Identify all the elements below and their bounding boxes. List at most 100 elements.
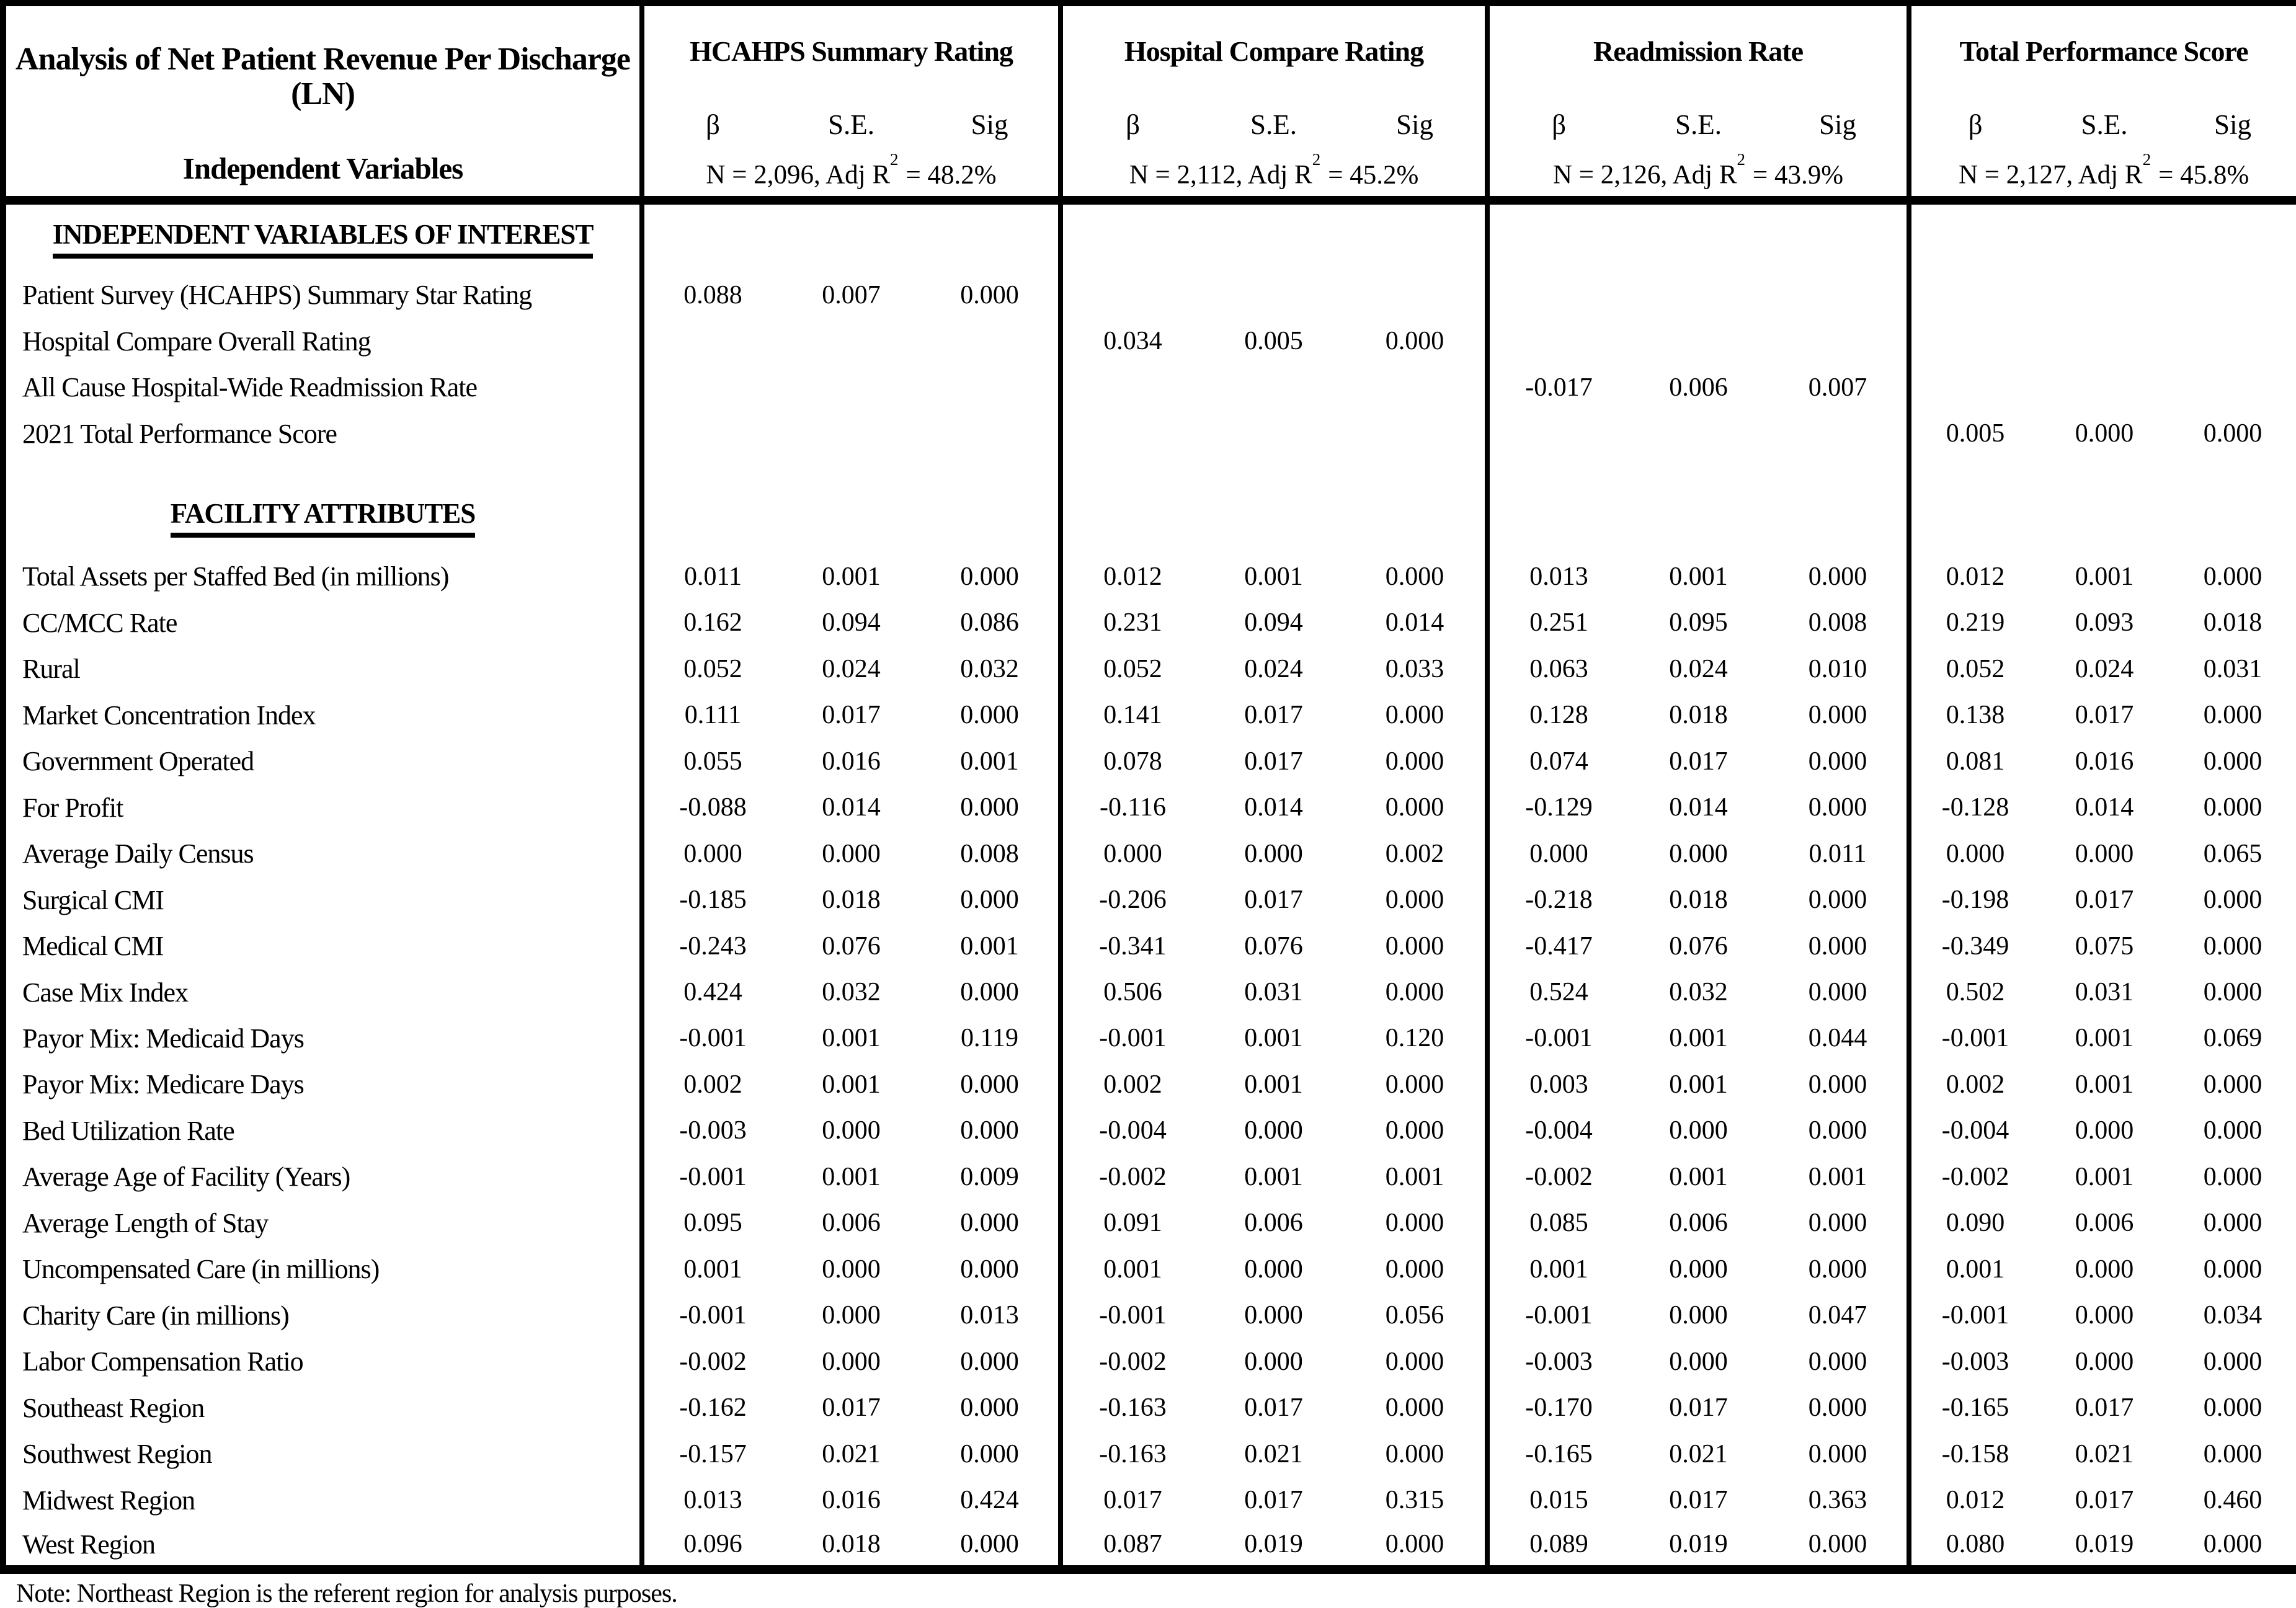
cell-beta [639, 364, 781, 411]
cell-sig: 0.007 [1808, 373, 1867, 402]
cell-beta: 0.012 [1058, 553, 1203, 600]
cell-sig [2169, 365, 2296, 411]
cell-se [781, 200, 921, 272]
cell-sig: 0.120 [1385, 1024, 1444, 1053]
cell-se: 0.000 [822, 1347, 881, 1376]
row-label: Average Age of Facility (Years) [22, 1162, 350, 1193]
row-label: Payor Mix: Medicare Days [22, 1069, 305, 1100]
cell-beta [1058, 364, 1203, 411]
cell-se: 0.017 [2075, 701, 2134, 730]
cell-se [1203, 365, 1345, 411]
cell-se [2039, 457, 2169, 482]
cell-beta: 0.055 [639, 738, 781, 784]
cell-se [1203, 411, 1345, 456]
table-row: CC/MCC Rate 0.162 0.094 0.086 0.231 0.094 0.01… [3, 600, 2296, 646]
cell-beta: -0.128 [1907, 784, 2040, 831]
group-title-row: Analysis of Net Patient Revenue Per Disc… [3, 3, 2296, 205]
cell-sig: 0.000 [1385, 1347, 1444, 1376]
cell-se: 0.000 [822, 1116, 881, 1145]
cell-sig: 0.000 [960, 701, 1019, 730]
cell-se: 0.094 [822, 608, 881, 637]
cell-se: 0.000 [1244, 839, 1303, 868]
table-row: Hospital Compare Overall Rating 0.034 0.00… [3, 318, 2296, 365]
cell-sig: 0.000 [960, 1070, 1019, 1099]
cell-sig: 0.000 [2203, 1255, 2263, 1284]
cell-sig [2169, 457, 2296, 482]
cell-beta: 0.002 [1058, 1061, 1203, 1108]
cell-beta: 0.096 [639, 1523, 781, 1570]
group-title: Hospital Compare Rating [1058, 3, 1488, 96]
row-label: 2021 Total Performance Score [22, 418, 337, 449]
cell-se: 0.006 [2075, 1209, 2134, 1238]
cell-beta: 0.034 [1058, 318, 1203, 365]
cell-se: 0.024 [1244, 654, 1303, 683]
table-row: For Profit -0.088 0.014 0.000 -0.116 0.014 0.0… [3, 784, 2296, 831]
cell-sig [1769, 482, 1909, 554]
cell-sig: 0.008 [1808, 608, 1867, 637]
cell-beta: -0.001 [1907, 1015, 2040, 1062]
cell-sig: 0.000 [1808, 793, 1867, 822]
cell-beta [1485, 481, 1629, 554]
cell-se: 0.018 [822, 1530, 881, 1559]
cell-beta [639, 481, 781, 554]
cell-beta: 0.524 [1485, 969, 1629, 1016]
adj-r-squared-value: = 43.9% [1753, 160, 1844, 190]
cell-sig [1769, 457, 1909, 482]
table-row: Charity Care (in millions) -0.001 0.000 0.0… [3, 1292, 2296, 1339]
adj-r-squared-value: = 45.8% [2158, 160, 2249, 190]
cell-sig: 0.000 [1385, 978, 1444, 1007]
row-label: Uncompensated Care (in millions) [22, 1254, 380, 1285]
cell-se [781, 411, 921, 456]
cell-se: 0.006 [1669, 373, 1728, 402]
group-title: Readmission Rate [1485, 3, 1910, 96]
cell-se: 0.016 [822, 1486, 881, 1515]
cell-sig [1769, 272, 1909, 318]
cell-beta: -0.001 [1058, 1015, 1203, 1062]
cell-beta: 0.219 [1907, 600, 2040, 646]
row-label: Rural [22, 654, 81, 685]
n-adj-r-prefix: N = 2,096, Adj R [706, 160, 891, 190]
cell-se: 0.017 [1244, 1393, 1303, 1423]
table-row: Case Mix Index 0.424 0.032 0.000 0.506 0.031 0… [3, 969, 2296, 1016]
cell-sig: 0.001 [1385, 1162, 1444, 1191]
cell-sig: 0.002 [1385, 839, 1444, 868]
cell-sig: 0.000 [1385, 1439, 1444, 1468]
cell-se: 0.018 [1669, 886, 1728, 915]
cell-se [781, 457, 921, 482]
cell-sig: 0.000 [1808, 1255, 1867, 1284]
cell-sig: 0.000 [1808, 1070, 1867, 1099]
cell-beta [1485, 200, 1629, 272]
row-label: All Cause Hospital-Wide Readmission Rate [22, 372, 478, 403]
cell-se: 0.031 [2075, 978, 2134, 1007]
cell-se: 0.000 [2075, 1347, 2134, 1376]
cell-se: 0.076 [1669, 931, 1728, 961]
cell-beta [639, 318, 781, 365]
cell-se: 0.014 [2075, 793, 2134, 822]
table-row: Average Age of Facility (Years) -0.001 0.0… [3, 1153, 2296, 1201]
cell-se: 0.017 [1244, 747, 1303, 776]
table-row: Bed Utilization Rate -0.003 0.000 0.000 -0.0… [3, 1108, 2296, 1154]
cell-se: 0.006 [822, 1209, 881, 1238]
cell-sig: 0.000 [1808, 1393, 1867, 1423]
cell-beta: 0.000 [1058, 830, 1203, 877]
section-heading-cell: FACILITY ATTRIBUTES [3, 482, 642, 554]
cell-beta: -0.165 [1485, 1431, 1629, 1477]
table-row: Medical CMI -0.243 0.076 0.001 -0.341 0.076 0.… [3, 923, 2296, 969]
cell-beta [639, 200, 781, 272]
cell-beta: 0.087 [1058, 1523, 1203, 1570]
cell-beta: -0.004 [1485, 1108, 1629, 1154]
model-stats: N = 2,096, Adj R2 = 48.2% [639, 153, 1061, 205]
cell-se: 0.021 [822, 1439, 881, 1468]
column-header-sig: Sig [2214, 109, 2252, 140]
cell-se: 0.021 [1244, 1439, 1303, 1468]
cell-beta: -0.003 [639, 1108, 781, 1154]
cell-beta [1058, 411, 1203, 457]
cell-beta: 0.231 [1058, 600, 1203, 646]
table-row: Surgical CMI -0.185 0.018 0.000 -0.206 0.017 0… [3, 876, 2296, 923]
cell-sig: 0.000 [2203, 886, 2263, 915]
cell-sig: 0.000 [1385, 886, 1444, 915]
cell-se [1628, 272, 1769, 318]
cell-se: 0.024 [822, 654, 881, 683]
cell-beta: 0.001 [639, 1246, 781, 1293]
cell-sig: 0.009 [960, 1162, 1019, 1191]
